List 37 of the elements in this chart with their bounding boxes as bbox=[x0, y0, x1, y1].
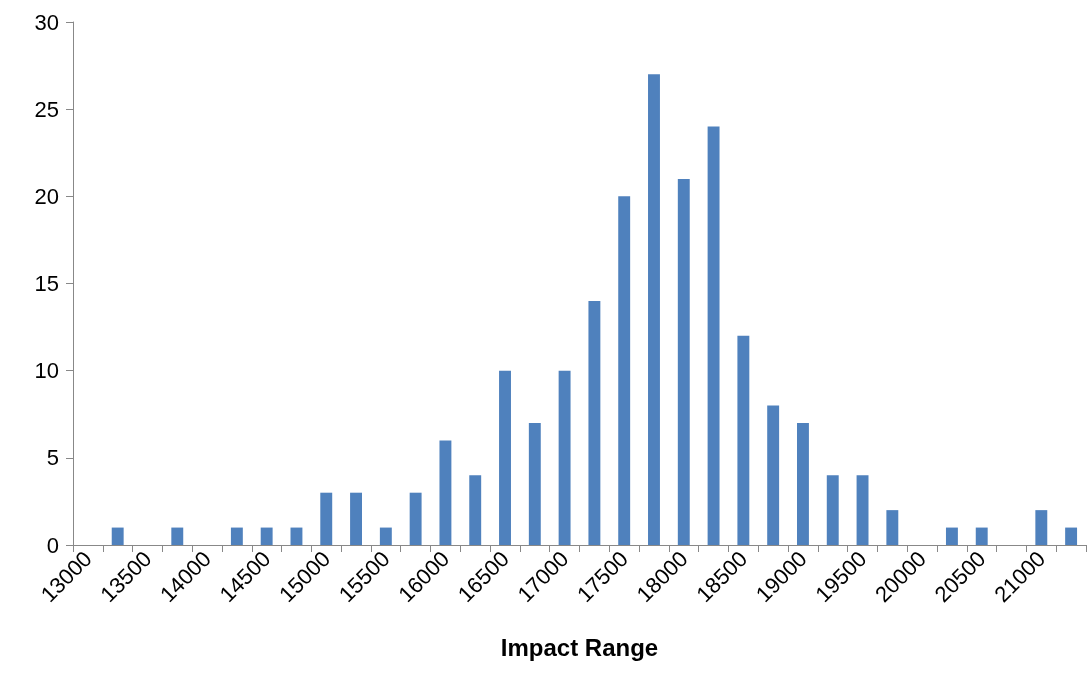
bar bbox=[379, 527, 392, 545]
y-tick-label: 20 bbox=[34, 183, 59, 209]
bar bbox=[648, 74, 660, 545]
bar bbox=[826, 475, 839, 545]
bar bbox=[320, 492, 333, 545]
bar bbox=[1035, 510, 1048, 545]
bar bbox=[618, 196, 631, 545]
bar bbox=[767, 405, 780, 545]
y-tick-label: 25 bbox=[34, 96, 59, 122]
bar bbox=[230, 527, 243, 545]
bar bbox=[558, 370, 571, 545]
y-tick-label: 10 bbox=[34, 358, 59, 384]
bar bbox=[856, 475, 869, 545]
bar bbox=[588, 300, 601, 545]
y-tick-label: 30 bbox=[34, 9, 59, 35]
bar bbox=[260, 527, 273, 545]
bar bbox=[171, 527, 184, 545]
y-tick-label: 0 bbox=[46, 532, 59, 558]
bar bbox=[886, 510, 899, 545]
bar bbox=[350, 492, 362, 545]
bar bbox=[737, 335, 750, 545]
bar bbox=[528, 422, 541, 545]
bar bbox=[409, 492, 422, 545]
bar bbox=[945, 527, 958, 545]
bar bbox=[499, 370, 511, 545]
bar bbox=[677, 178, 690, 545]
bar bbox=[469, 475, 482, 545]
bar bbox=[1065, 527, 1078, 545]
bar bbox=[111, 527, 124, 545]
y-tick-label: 5 bbox=[46, 445, 59, 471]
bar bbox=[797, 422, 809, 545]
bar bbox=[439, 440, 452, 545]
bar bbox=[975, 527, 988, 545]
bar bbox=[290, 527, 303, 545]
x-axis-title: Impact Range bbox=[500, 633, 659, 661]
bar bbox=[707, 126, 720, 545]
y-tick-label: 15 bbox=[34, 271, 59, 296]
